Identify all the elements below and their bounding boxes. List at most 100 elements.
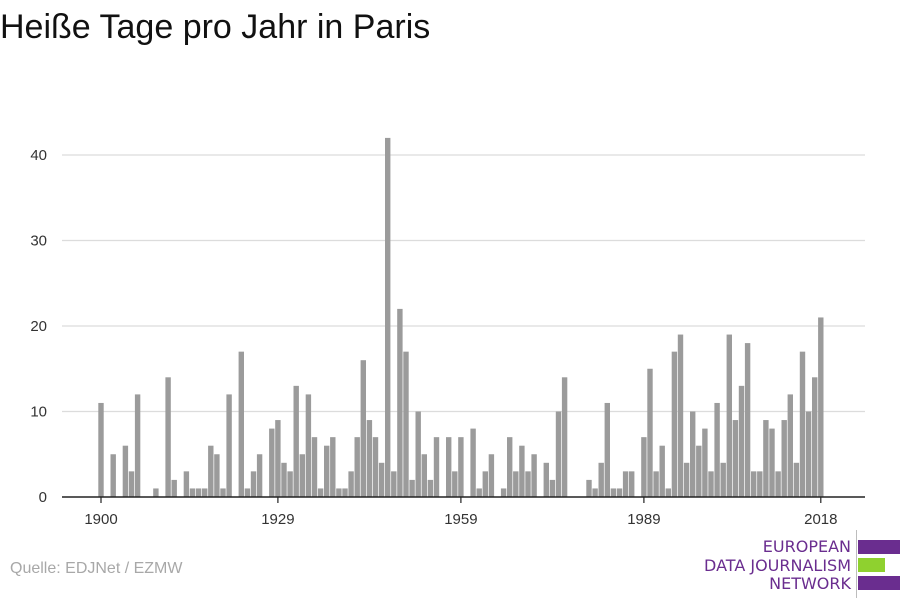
bar-1975: [555, 411, 562, 497]
bar-1948: [391, 471, 397, 497]
bar-2010: [769, 428, 775, 497]
bar-2003: [726, 334, 732, 497]
bar-1947: [385, 137, 391, 497]
bar-1949: [397, 308, 403, 497]
bar-1998: [696, 445, 702, 497]
bar-1900: [98, 402, 104, 497]
source-note: Quelle: EDJNet / EZMW: [10, 560, 183, 577]
bar-2009: [763, 420, 769, 497]
bar-2011: [775, 471, 781, 497]
bar-1955: [433, 437, 440, 497]
x-tick-label-1989: 1989: [627, 511, 660, 528]
y-tick-label-20: 20: [30, 318, 47, 335]
logo-line-2: DATA JOURNALISM: [704, 555, 851, 575]
bar-1997: [690, 411, 696, 497]
bar-1934: [305, 394, 312, 497]
bar-1921: [226, 394, 232, 497]
bar-1954: [427, 479, 434, 497]
bar-1945: [372, 437, 379, 497]
bar-1919: [214, 454, 220, 497]
bar-1980: [586, 479, 592, 497]
bar-1986: [622, 471, 629, 497]
bar-2017: [812, 377, 818, 497]
bar-2015: [799, 351, 806, 497]
bar-1959: [458, 437, 464, 497]
logo-line-3: NETWORK: [769, 574, 851, 593]
bar-1944: [366, 420, 373, 497]
bar-1915: [189, 488, 196, 497]
bar-1969: [519, 445, 525, 497]
bar-2008: [757, 471, 763, 497]
bar-2004: [732, 420, 739, 497]
bar-1930: [281, 462, 287, 497]
bar-1951: [409, 479, 415, 497]
bar-1957: [446, 437, 452, 497]
bar-1982: [598, 462, 604, 497]
bar-1953: [421, 454, 427, 497]
bar-1967: [507, 437, 513, 497]
bar-2012: [781, 420, 787, 497]
bar-1987: [629, 471, 635, 497]
bar-1938: [330, 437, 336, 497]
x-tick-label-1959: 1959: [444, 511, 477, 528]
bar-2001: [714, 402, 720, 497]
bar-1941: [348, 471, 354, 497]
bar-1964: [488, 454, 495, 497]
bar-1929: [275, 420, 281, 497]
bar-1983: [604, 402, 610, 497]
bar-2016: [805, 411, 812, 497]
bar-2000: [708, 471, 714, 497]
logo-wordmark: EUROPEAN DATA JOURNALISM NETWORK: [704, 537, 851, 594]
logo-bar-purple-top: [858, 540, 900, 554]
logo-divider: [856, 530, 857, 598]
bar-1970: [525, 471, 531, 497]
bar-1996: [683, 462, 690, 497]
y-tick-label-30: 30: [30, 233, 47, 250]
bar-1931: [287, 471, 293, 497]
bar-1923: [238, 351, 244, 497]
bar-1962: [476, 488, 482, 497]
bar-1993: [665, 488, 671, 497]
bar-1963: [482, 471, 488, 497]
bar-1989: [641, 437, 647, 497]
bar-1943: [360, 360, 366, 497]
logo-bar-purple-bottom: [858, 576, 900, 590]
bar-2013: [787, 394, 793, 497]
bar-1952: [415, 411, 421, 497]
bar-2002: [720, 462, 726, 497]
bar-1992: [659, 445, 665, 497]
edjnet-logo[interactable]: EUROPEAN DATA JOURNALISM NETWORK: [700, 528, 900, 600]
bar-1984: [610, 488, 617, 497]
bar-1914: [183, 471, 190, 497]
bar-1981: [592, 488, 598, 497]
bar-1902: [110, 454, 116, 497]
bar-1974: [549, 479, 556, 497]
x-tick-label-1929: 1929: [261, 511, 294, 528]
bar-1990: [647, 368, 653, 497]
bar-2006: [744, 343, 751, 497]
bar-1920: [220, 488, 226, 497]
bar-1906: [134, 394, 141, 497]
gridlines: [62, 154, 865, 413]
bar-1971: [531, 454, 537, 497]
bar-1935: [311, 437, 318, 497]
bar-1942: [354, 437, 360, 497]
bar-2018: [818, 317, 824, 497]
x-tick-label-2018: 2018: [804, 511, 837, 528]
logo-bar-green: [858, 558, 885, 572]
bar-1936: [317, 488, 324, 497]
bar-2005: [738, 385, 745, 497]
bar-2007: [751, 471, 757, 497]
bar-series: [98, 137, 824, 497]
bar-1940: [342, 488, 348, 497]
bar-1918: [208, 445, 214, 497]
bar-1928: [269, 428, 275, 497]
bar-1911: [165, 377, 171, 497]
bar-1917: [202, 488, 208, 497]
bar-2014: [793, 462, 800, 497]
bar-1916: [195, 488, 202, 497]
bar-1932: [293, 385, 299, 497]
bar-1999: [702, 428, 708, 497]
y-tick-label-0: 0: [39, 489, 47, 506]
bar-1926: [256, 454, 263, 497]
